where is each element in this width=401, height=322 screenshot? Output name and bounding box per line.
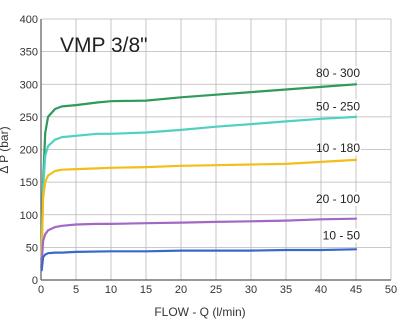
x-tick-label: 50 xyxy=(385,284,397,296)
y-tick-label: 50 xyxy=(26,242,38,254)
y-tick-label: 250 xyxy=(20,112,38,124)
series-label-4: 20 - 100 xyxy=(316,192,360,206)
y-tick-label: 200 xyxy=(20,145,38,157)
series-line-2 xyxy=(40,115,358,255)
x-axis-title: FLOW - Q (l/min) xyxy=(154,305,245,319)
tick-labels: 0 5 10 15 20 25 30 35 40 45 50 0 50 100 150 200 250 300 35… xyxy=(20,14,397,296)
series-label-bg xyxy=(323,99,361,114)
x-tick-label: 20 xyxy=(175,284,187,296)
x-tick-label: 0 xyxy=(38,284,44,296)
series-label-bg xyxy=(323,141,361,156)
series-line-4 xyxy=(40,217,358,265)
x-tick-label: 15 xyxy=(140,284,152,296)
chart-title: VMP 3/8" xyxy=(60,34,148,57)
series-line-1 xyxy=(40,83,358,252)
series-line-3 xyxy=(40,158,358,259)
series-line-5 xyxy=(40,248,358,272)
x-tick-label: 10 xyxy=(105,284,117,296)
series-label-3: 10 - 180 xyxy=(316,141,360,155)
series-label-bg xyxy=(323,192,361,207)
x-tick-label: 5 xyxy=(73,284,79,296)
x-tick-label: 25 xyxy=(210,284,222,296)
series-label-bg xyxy=(323,66,361,81)
y-tick-label: 0 xyxy=(32,275,38,287)
series-label-1: 80 - 300 xyxy=(316,66,360,80)
series-labels: 80 - 300 50 - 250 10 - 180 20 - 100 10 - 50 xyxy=(316,66,361,243)
x-tick-label: 35 xyxy=(280,284,292,296)
y-axis-title: Δ P (bar) xyxy=(0,126,11,173)
series-label-2: 50 - 250 xyxy=(316,99,360,113)
y-tick-label: 150 xyxy=(20,177,38,189)
data-series xyxy=(40,83,358,272)
y-tick-label: 400 xyxy=(20,14,38,26)
x-tick-label: 40 xyxy=(315,284,327,296)
series-label-bg xyxy=(323,228,361,243)
y-tick-label: 300 xyxy=(20,79,38,91)
y-tick-label: 100 xyxy=(20,210,38,222)
x-tick-label: 30 xyxy=(245,284,257,296)
x-tick-label: 45 xyxy=(350,284,362,296)
series-label-5: 10 - 50 xyxy=(323,229,361,243)
y-tick-label: 350 xyxy=(20,47,38,59)
